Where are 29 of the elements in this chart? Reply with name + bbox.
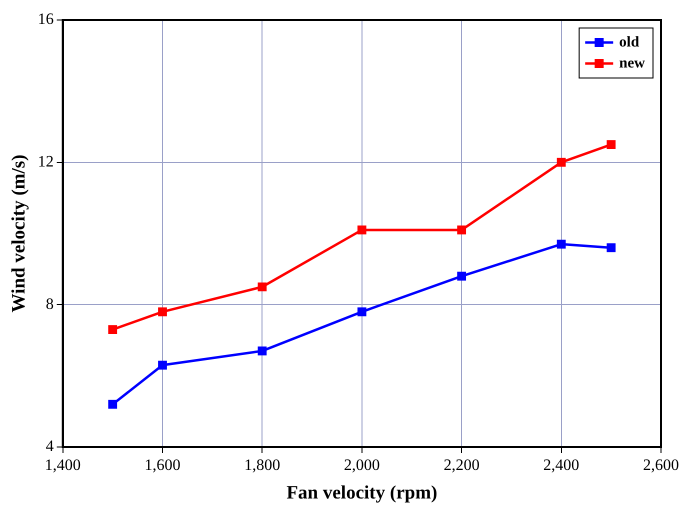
y-tick-label: 16 (38, 11, 54, 28)
x-tick-label: 2,600 (643, 456, 679, 474)
x-tick-label: 2,000 (344, 456, 380, 474)
point (457, 272, 466, 281)
point (457, 226, 466, 234)
x-tick-label: 1,600 (144, 456, 180, 474)
point (108, 325, 118, 334)
point (258, 282, 267, 292)
point (357, 226, 366, 234)
x-tick-label: 1,400 (44, 456, 81, 474)
point (108, 400, 118, 409)
x-tick-label: 1,800 (244, 456, 280, 474)
point (606, 243, 616, 252)
y-tick-label: 8 (46, 296, 54, 313)
point (158, 307, 167, 316)
point (158, 360, 167, 370)
y-axis-title: Wind velocity (m/s) (8, 154, 30, 312)
point (556, 240, 566, 249)
y-tick-label: 12 (38, 154, 54, 171)
point (556, 158, 566, 167)
legend-label: old (619, 34, 640, 50)
y-tick-label: 4 (46, 438, 54, 456)
x-tick-label: 2,400 (543, 456, 580, 474)
legend-label: new (619, 55, 646, 72)
point (606, 140, 616, 149)
x-tick-label: 2,200 (444, 456, 480, 474)
point (357, 307, 366, 316)
point (258, 346, 267, 356)
x-axis-title: Fan velocity (rpm) (286, 482, 438, 504)
